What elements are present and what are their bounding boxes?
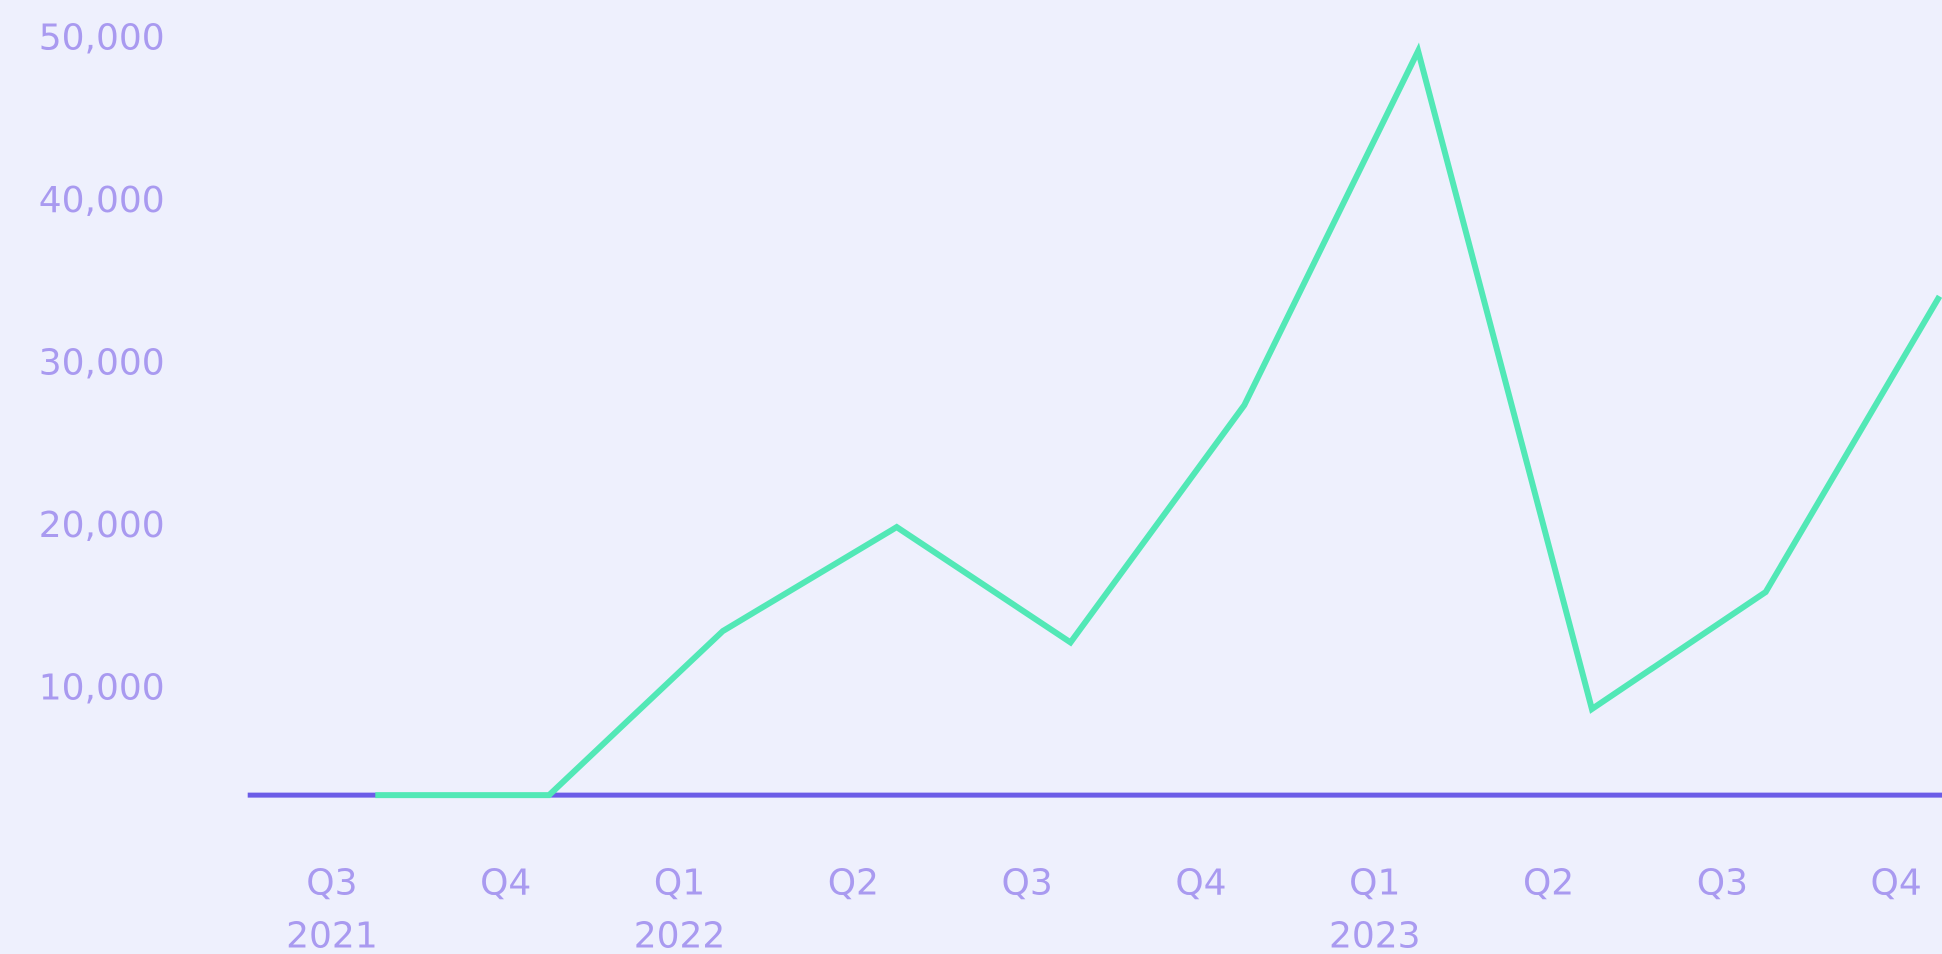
y-tick-label: 10,000 — [39, 668, 165, 709]
y-tick-label: 20,000 — [39, 505, 165, 546]
x-tick-label: Q3 — [1697, 862, 1748, 903]
x-tick-label: Q3 — [1002, 862, 1053, 903]
x-tick-label: Q4 — [1871, 862, 1922, 903]
x-tick-year: 2023 — [1329, 916, 1421, 954]
x-tick-year: 2022 — [634, 916, 726, 954]
x-tick-label: Q4 — [1175, 862, 1226, 903]
x-tick-label: Q1 — [1349, 862, 1400, 903]
x-tick-year: 2021 — [286, 916, 378, 954]
y-tick-label: 30,000 — [39, 343, 165, 384]
x-tick-label: Q2 — [828, 862, 879, 903]
x-tick-label: Q1 — [654, 862, 705, 903]
y-tick-label: 40,000 — [39, 180, 165, 221]
x-tick-label: Q2 — [1523, 862, 1574, 903]
y-tick-label: 50,000 — [39, 18, 165, 59]
x-tick-label: Q4 — [480, 862, 531, 903]
x-tick-label: Q3 — [306, 862, 357, 903]
series-line — [375, 42, 1942, 799]
